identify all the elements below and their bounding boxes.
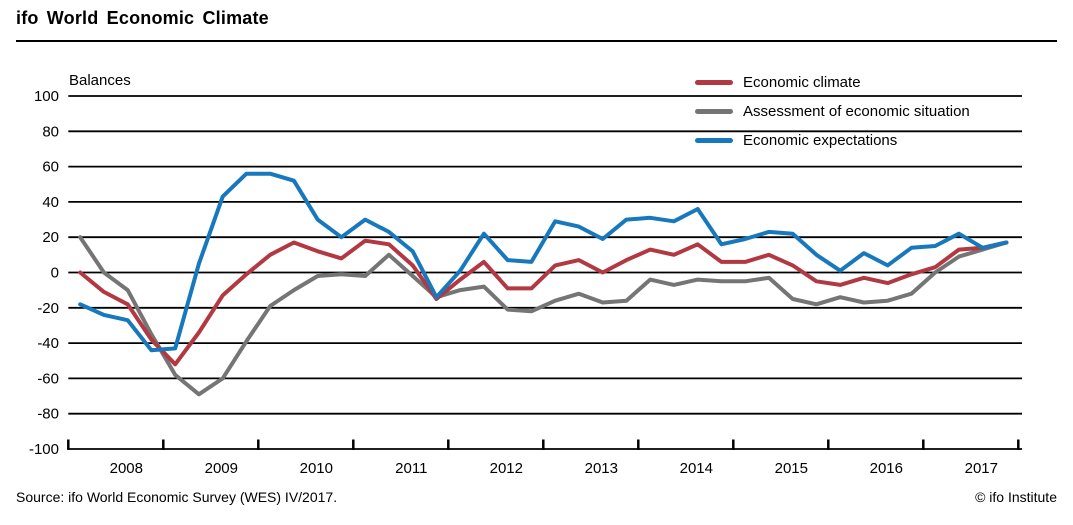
y-tick-label: -100 [29,441,59,458]
copyright-note: © ifo Institute [975,489,1057,505]
series-line-economic-expectations [78,171,1009,353]
y-tick-label: -40 [37,335,59,352]
page-title: ifo World Economic Climate [16,8,269,28]
y-tick-label: 20 [42,229,59,246]
y-tick-label: 100 [34,88,59,105]
x-tick-label: 2011 [395,460,427,477]
x-tick-label: 2014 [680,460,713,477]
y-axis-title: Balances [69,72,131,89]
y-tick-label: 0 [51,265,59,282]
series-line-assessment-of-economic-situation [78,235,1009,397]
x-tick-label: 2008 [110,460,143,477]
x-tick-label: 2013 [585,460,618,477]
legend-line-marker [695,138,733,143]
legend-item: Assessment of economic situation [695,97,970,126]
legend-label: Economic expectations [743,132,898,149]
legend-item: Economic expectations [695,126,970,155]
y-tick-label: -20 [37,300,59,317]
y-tick-label: 80 [42,123,59,140]
x-tick-label: 2015 [775,460,808,477]
legend: Economic climate Assessment of economic s… [695,68,970,155]
series-line-economic-climate [78,238,1009,367]
y-tick-label: 60 [42,159,59,176]
y-tick-label: -60 [37,370,59,387]
title-rule [16,40,1057,42]
x-tick-label: 2017 [965,460,998,477]
legend-line-marker [695,109,733,114]
x-tick-label: 2016 [870,460,903,477]
x-tick-label: 2009 [205,460,238,477]
legend-line-marker [695,80,733,85]
x-tick-label: 2010 [300,460,333,477]
y-tick-label: -80 [37,406,59,423]
y-tick-label: 40 [42,194,59,211]
legend-label: Economic climate [743,74,861,91]
legend-item: Economic climate [695,68,970,97]
legend-label: Assessment of economic situation [743,103,970,120]
source-note: Source: ifo World Economic Survey (WES) … [16,489,338,505]
x-tick-label: 2012 [490,460,523,477]
